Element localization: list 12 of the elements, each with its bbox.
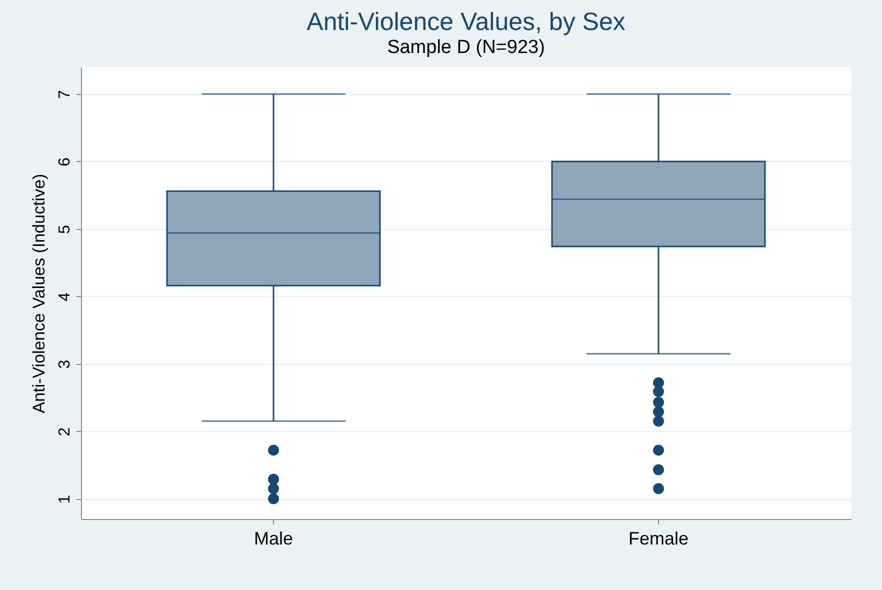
y-tick-label: 7 <box>56 90 74 99</box>
chart-title: Anti-Violence Values, by Sex <box>306 8 626 36</box>
x-tick-label: Male <box>254 528 294 548</box>
x-tick-label: Female <box>628 528 689 548</box>
y-tick-label: 5 <box>56 224 74 234</box>
y-tick-label: 6 <box>56 157 74 166</box>
y-tick-label: 2 <box>56 427 74 436</box>
y-axis-title: Anti-Violence Values (Inductive) <box>30 174 48 414</box>
y-tick-label: 3 <box>56 360 74 369</box>
y-tick-label: 4 <box>56 292 74 302</box>
y-tick-label: 1 <box>56 494 74 504</box>
chart-subtitle: Sample D (N=923) <box>387 37 545 58</box>
